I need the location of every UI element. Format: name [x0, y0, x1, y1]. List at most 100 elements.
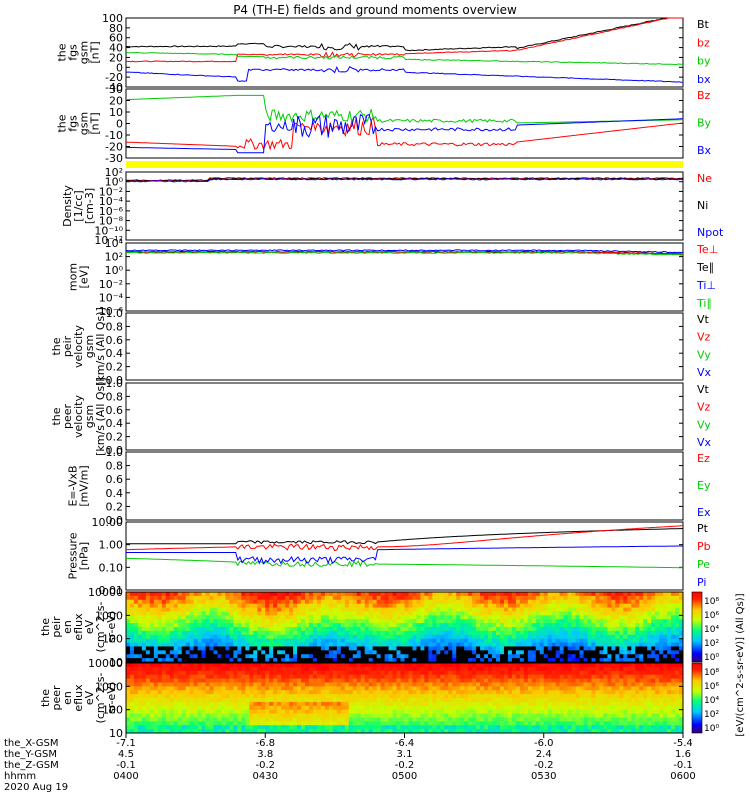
legend-Pe: Pe: [697, 558, 710, 571]
panel-peir_velocity: 1.00.80.60.40.20.0thepeirvelocitygsm[km/…: [50, 307, 712, 387]
legend-Ex: Ex: [697, 506, 711, 519]
y-tick-label: 10⁻²: [99, 185, 123, 198]
legend-Ti⊥: Ti⊥: [696, 279, 716, 292]
colorbar-label: [eV/(cm^2-s-sr-eV)] (All Qs)]: [735, 593, 746, 736]
legend-Vx: Vx: [697, 436, 712, 449]
panel-frame: [125, 591, 684, 663]
y-label-line: Density: [61, 185, 74, 227]
legend-Vz: Vz: [697, 401, 711, 414]
y-tick-label: 10.00: [92, 516, 124, 529]
y-label-line: fgs: [67, 44, 80, 61]
legend-Vt: Vt: [697, 383, 710, 396]
y-label-line: eflux: [72, 613, 85, 641]
y-tick-label: 10²: [105, 166, 123, 179]
y-label-line: gsm: [78, 41, 91, 64]
y-label-line: the: [39, 618, 52, 636]
y-label-line: the: [56, 43, 69, 61]
series-temp-2: [125, 249, 684, 254]
x-row-value: -6.4: [395, 738, 415, 749]
x-row-value: 2.4: [536, 749, 552, 760]
series-bx: [126, 113, 684, 154]
series-bz: [125, 115, 684, 151]
legend-Te⊥: Te⊥: [696, 243, 718, 256]
x-row-label: the_Z-GSM: [4, 760, 59, 771]
legend-Vx: Vx: [697, 366, 712, 379]
flag-bar: [126, 161, 683, 168]
legend-Pb: Pb: [697, 540, 711, 553]
x-row-value: 1.6: [675, 749, 691, 760]
y-tick-label: 1.0: [106, 307, 124, 320]
y-tick-label: -20: [105, 71, 123, 84]
x-row-value: 3.8: [257, 749, 273, 760]
colorbar-lower: [691, 662, 703, 734]
colorbar-upper-tick: 10⁸: [704, 597, 719, 607]
x-row-value: -6.8: [255, 738, 275, 749]
panel-frame: [125, 451, 684, 521]
y-tick-label: 0.2: [106, 361, 124, 374]
y-label-line: peir: [61, 335, 74, 357]
y-tick-label: 40: [109, 42, 123, 55]
colorbar-lower-tick: 10²: [704, 710, 719, 720]
colorbar-upper: [691, 591, 703, 663]
y-tick-label: 10⁻²: [99, 278, 123, 291]
x-row-value: 4.5: [118, 749, 134, 760]
y-label-line: the: [50, 337, 63, 355]
y-label-line: [mV/m]: [78, 465, 91, 506]
panel-frame: [125, 88, 684, 159]
y-tick-label: 0.0: [106, 374, 124, 387]
y-label-line: eV: [83, 619, 96, 634]
y-tick-label: 20: [109, 51, 123, 64]
y-label-line: [km/s (All Qs)]: [94, 307, 107, 386]
x-row-label: hhmm: [4, 771, 36, 782]
legend-Ti∥: Ti∥: [696, 297, 712, 310]
legend-Vy: Vy: [697, 418, 711, 431]
y-tick-label: -30: [105, 152, 123, 165]
legend-Pt: Pt: [697, 522, 709, 535]
y-tick-label: 10⁻¹²: [94, 234, 123, 247]
legend-Vt: Vt: [697, 313, 710, 326]
panel-frame: [125, 242, 684, 312]
y-label-line: the: [39, 689, 52, 707]
legend-Ey: Ey: [697, 479, 711, 492]
panel-frame: [125, 521, 684, 591]
y-tick-label: 0.8: [106, 390, 124, 403]
heatmap-peir_eflux: [126, 592, 684, 663]
y-tick-label: 0.8: [106, 460, 124, 473]
legend-Ni: Ni: [697, 199, 708, 212]
colorbar-upper-tick: 10⁰: [704, 653, 719, 663]
y-tick-label: 10: [109, 656, 123, 669]
y-label-line: sr-eV): [105, 611, 118, 643]
y-label-line: E=-VxB: [67, 465, 80, 506]
figure-title: P4 (TH-E) fields and ground moments over…: [233, 3, 517, 17]
y-label-line: eV: [83, 690, 96, 705]
y-tick-label: 0.01: [99, 584, 124, 597]
y-tick-label: 10⁻⁶: [99, 205, 124, 218]
y-tick-label: 1000: [95, 680, 123, 693]
series-bt: [125, 17, 683, 52]
series-pi: [126, 545, 683, 565]
y-label-line: mom: [67, 263, 80, 291]
series-temp-3: [125, 251, 684, 256]
y-tick-label: 10⁻¹⁰: [94, 224, 123, 237]
y-tick-label: 30: [109, 83, 123, 96]
panels: 100806040200-20-40thefgsgsm[nT]Btbzbybx3…: [39, 12, 724, 740]
y-tick-label: 10⁻⁴: [99, 291, 124, 304]
y-tick-label: 100: [102, 633, 123, 646]
panel-frame: [125, 382, 684, 451]
x-row-value: 0530: [531, 771, 556, 782]
y-tick-label: 0.10: [99, 561, 124, 574]
y-label-line: (cm^2-s-: [94, 602, 107, 653]
y-tick-label: 10⁻⁴: [99, 195, 124, 208]
x-row-value: -0.2: [255, 760, 275, 771]
legend-bz: bz: [697, 36, 710, 49]
y-tick-label: -20: [105, 141, 123, 154]
y-tick-label: 0: [116, 118, 123, 131]
y-tick-label: 1.0: [106, 377, 124, 390]
y-tick-label: 0.4: [106, 487, 124, 500]
y-tick-label: 10⁴: [105, 237, 124, 250]
